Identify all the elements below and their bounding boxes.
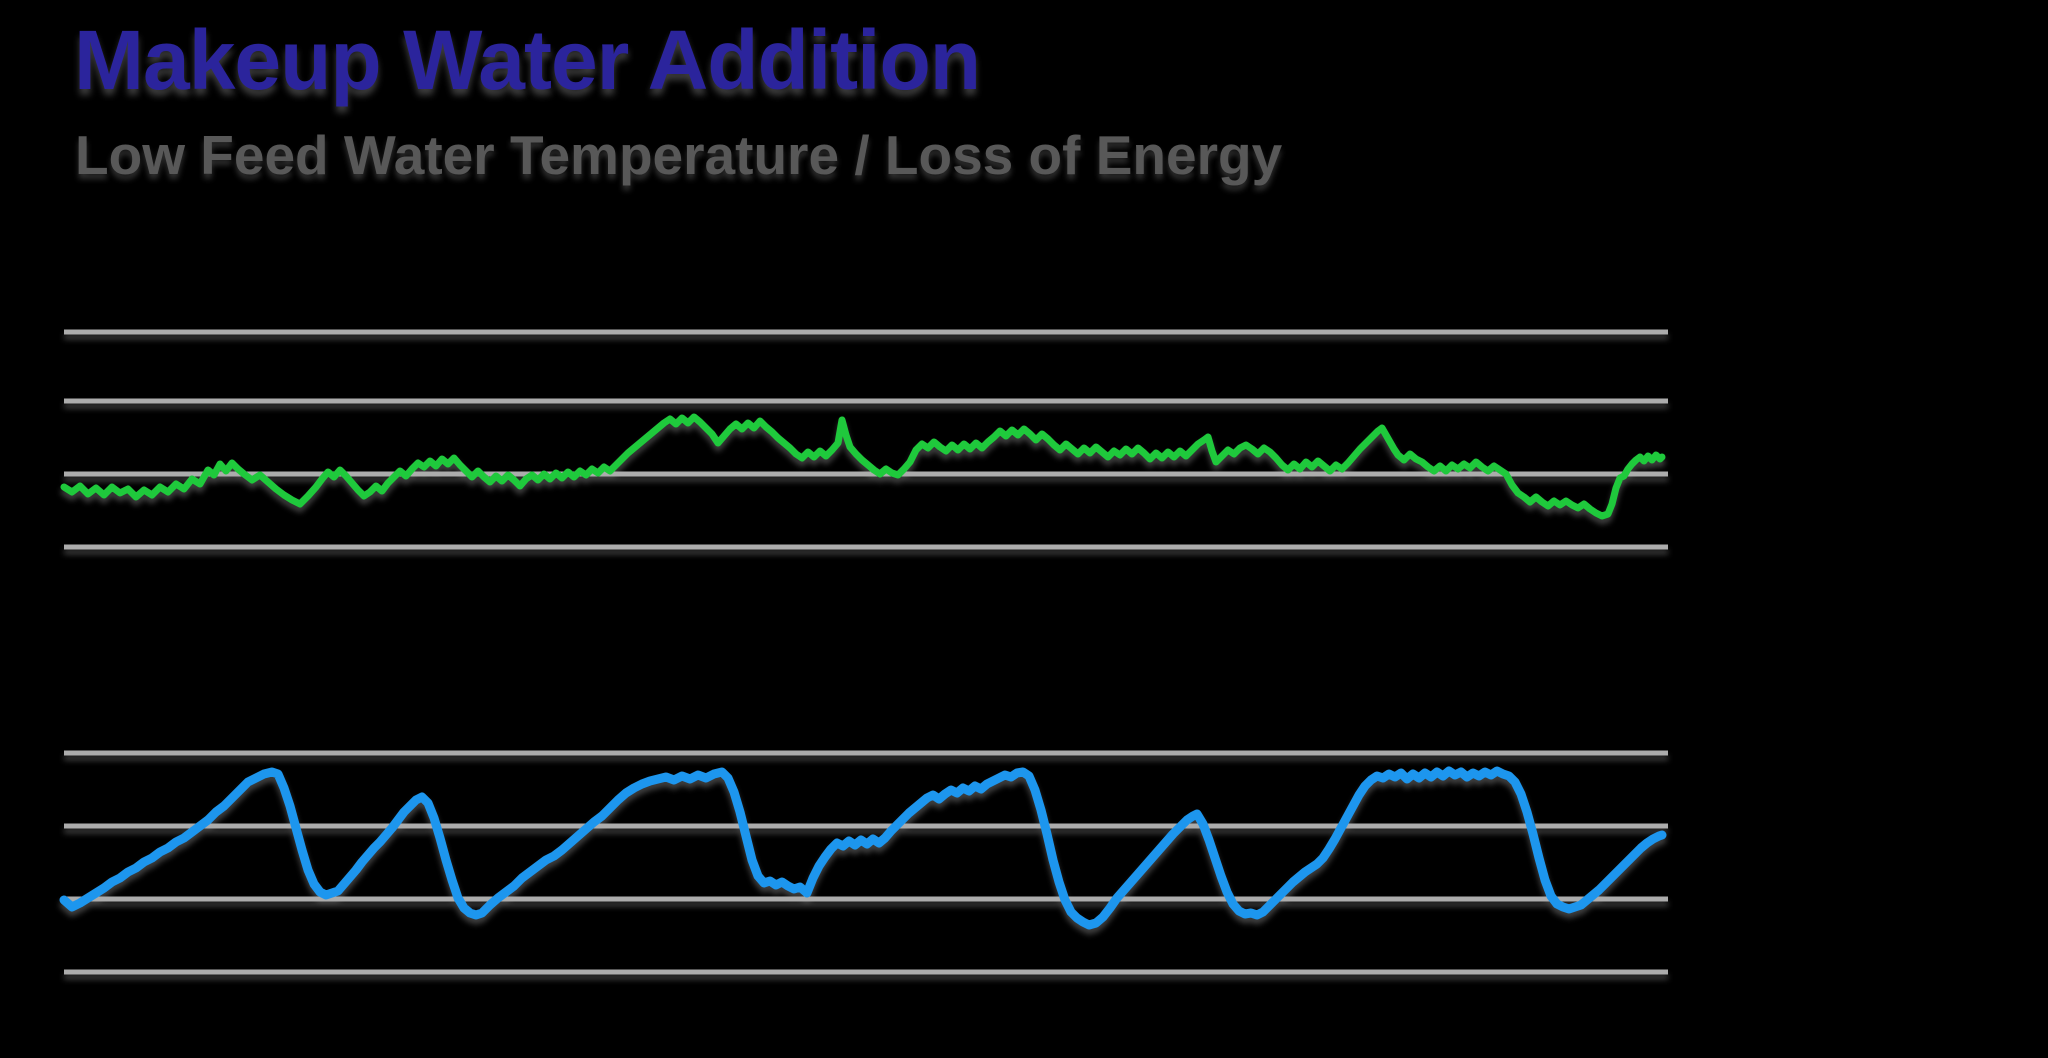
top-chart bbox=[60, 329, 1668, 550]
bottom-chart bbox=[59, 750, 1668, 975]
page-subtitle: Low Feed Water Temperature / Loss of Ene… bbox=[75, 124, 1283, 186]
page-title: Makeup Water Addition bbox=[74, 13, 981, 107]
makeup-water-addition-trend-line bbox=[59, 766, 1667, 930]
feed-water-temperature-trend-line bbox=[60, 413, 1666, 520]
